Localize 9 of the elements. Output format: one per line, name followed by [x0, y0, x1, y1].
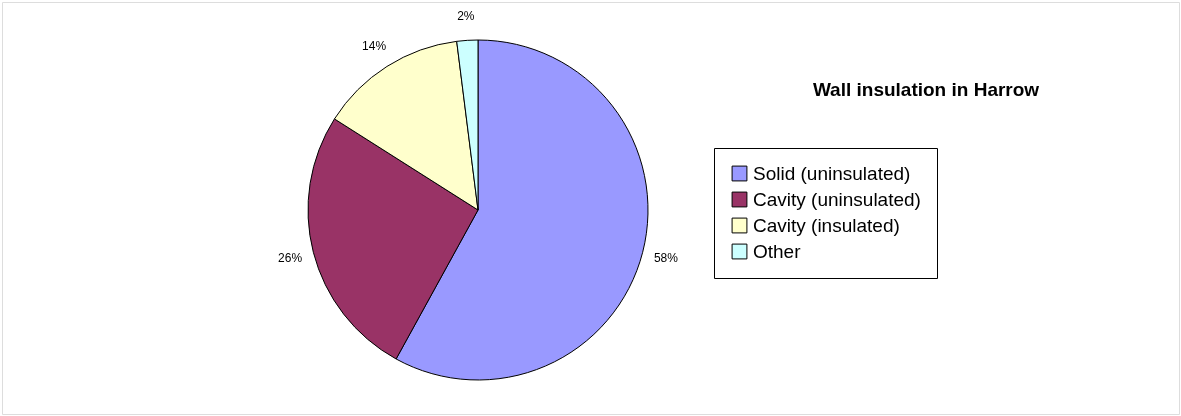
data-label: 2% — [457, 9, 475, 24]
legend-label: Cavity (uninsulated) — [753, 188, 921, 210]
legend-label: Other — [753, 240, 802, 262]
legend-label: Cavity (insulated) — [753, 214, 900, 236]
text: Wall insulation in Harrow — [812, 79, 1040, 100]
data-label: 14% — [362, 39, 387, 54]
data-label: 58% — [653, 251, 679, 266]
data-label: 26% — [278, 251, 303, 266]
legend-label: Solid (uninsulated) — [753, 162, 911, 184]
